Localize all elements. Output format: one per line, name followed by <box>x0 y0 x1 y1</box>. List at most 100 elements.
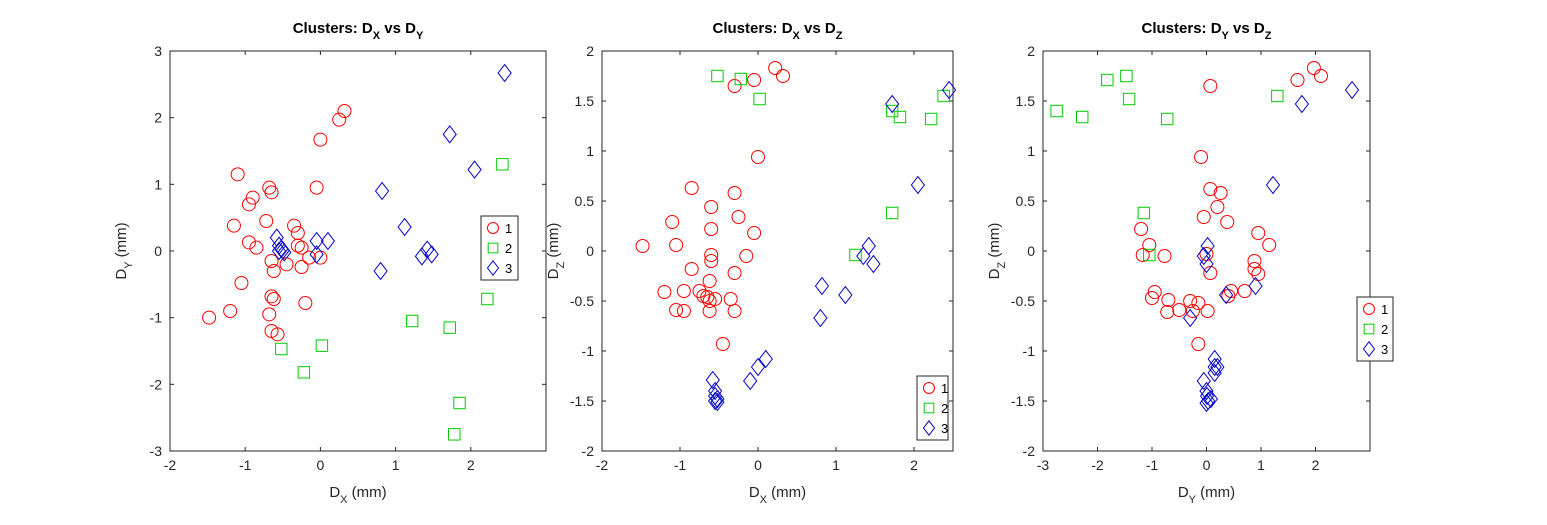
y-tick-label: -1.5 <box>1011 393 1035 409</box>
data-point-series-1 <box>202 310 217 325</box>
data-point-series-1 <box>1160 305 1175 319</box>
legend-box <box>916 375 949 441</box>
y-tick-label: -1 <box>150 310 163 326</box>
data-point-series-1 <box>684 262 699 276</box>
data-point-series-2 <box>315 339 329 352</box>
data-point-series-1 <box>1194 150 1209 164</box>
data-point-series-1 <box>1142 238 1157 252</box>
y-tick-label: -0.5 <box>1011 293 1035 309</box>
data-point-series-1 <box>332 112 347 127</box>
series-3 <box>1183 80 1360 413</box>
x-tick-label: -1 <box>239 457 252 473</box>
data-point-series-3 <box>1199 386 1215 406</box>
series-2 <box>711 69 950 262</box>
y-tick-label: -1 <box>1023 343 1036 359</box>
data-point-series-2 <box>1122 92 1136 106</box>
data-point-series-3 <box>705 370 720 390</box>
y-tick-label: 0 <box>586 243 594 259</box>
x-tick-label: 1 <box>1257 457 1265 473</box>
data-point-series-1 <box>1147 285 1162 299</box>
data-point-series-1 <box>1306 61 1321 75</box>
data-point-series-2 <box>893 110 907 124</box>
data-point-series-1 <box>309 180 324 195</box>
data-point-series-3 <box>838 285 853 305</box>
data-point-series-1 <box>313 132 328 147</box>
data-point-series-1 <box>702 274 717 288</box>
data-point-series-1 <box>266 292 281 306</box>
data-point-series-1 <box>294 260 309 274</box>
data-point-series-3 <box>856 246 871 266</box>
data-point-series-3 <box>467 160 482 179</box>
legend-box <box>480 215 519 281</box>
data-point-series-1 <box>739 249 754 263</box>
series-2 <box>1050 69 1284 262</box>
data-point-series-3 <box>320 231 336 251</box>
data-point-series-1 <box>1191 296 1206 310</box>
legend-label-3: 3 <box>505 261 512 276</box>
y-tick-label: 2 <box>1027 43 1035 59</box>
data-point-series-3 <box>710 389 725 409</box>
y-tick-label: 1.5 <box>1016 93 1036 109</box>
data-point-series-1 <box>669 303 684 317</box>
data-point-series-3 <box>710 392 725 412</box>
data-point-series-2 <box>496 158 509 171</box>
data-point-series-3 <box>424 245 439 264</box>
legend-label-1: 1 <box>505 221 512 236</box>
data-point-series-1 <box>298 296 313 310</box>
data-point-series-2 <box>453 396 466 410</box>
data-point-series-2 <box>1271 89 1284 103</box>
x-tick-label: 0 <box>1203 457 1211 473</box>
data-point-series-2 <box>481 292 494 306</box>
x-tick-label: -2 <box>164 457 177 473</box>
legend-marker-2 <box>923 402 935 414</box>
data-point-series-2 <box>1120 69 1133 83</box>
data-point-series-1 <box>704 254 719 268</box>
y-tick-label: 0 <box>1027 243 1035 259</box>
data-point-series-2 <box>849 248 862 262</box>
data-point-series-3 <box>373 261 388 281</box>
data-point-series-1 <box>731 210 746 224</box>
data-point-series-3 <box>1203 389 1218 409</box>
data-point-series-3 <box>758 349 773 369</box>
data-point-series-2 <box>937 89 950 103</box>
data-point-series-1 <box>751 150 765 164</box>
data-point-series-2 <box>275 342 288 356</box>
data-point-series-1 <box>727 304 742 318</box>
data-point-series-1 <box>704 222 719 236</box>
data-point-series-1 <box>337 104 352 118</box>
data-point-series-1 <box>264 185 279 200</box>
data-point-series-2 <box>1143 248 1156 262</box>
x-axis-label: DX (mm) <box>329 484 386 506</box>
data-point-series-1 <box>1251 226 1266 240</box>
x-tick-label: -2 <box>1091 457 1104 473</box>
data-point-series-3 <box>1207 349 1222 369</box>
y-tick-label: 1 <box>586 143 594 159</box>
x-tick-label: 0 <box>754 457 762 473</box>
data-point-series-1 <box>241 197 256 212</box>
y-tick-label: -1.5 <box>570 393 594 409</box>
data-point-series-1 <box>676 304 691 318</box>
legend-marker-3 <box>922 420 936 436</box>
data-point-series-1 <box>1313 69 1328 83</box>
data-point-series-2 <box>711 69 724 83</box>
data-point-series-1 <box>1191 337 1206 351</box>
data-point-series-1 <box>241 235 256 250</box>
data-point-series-3 <box>814 276 830 296</box>
y-tick-label: 0 <box>154 243 162 259</box>
data-point-series-3 <box>813 308 828 328</box>
data-point-series-3 <box>374 181 390 201</box>
data-point-series-1 <box>669 238 684 252</box>
data-point-series-3 <box>1196 246 1211 266</box>
y-tick-label: -2 <box>1023 443 1036 459</box>
data-point-series-3 <box>941 80 957 100</box>
data-point-series-3 <box>1196 371 1211 391</box>
data-point-series-3 <box>1248 276 1263 296</box>
y-axis-label: DZ (mm) <box>545 223 567 280</box>
data-point-series-1 <box>727 79 742 93</box>
data-point-series-1 <box>223 304 238 318</box>
x-tick-label: 1 <box>832 457 840 473</box>
data-point-series-1 <box>1196 210 1211 224</box>
data-point-series-1 <box>1135 248 1150 262</box>
data-point-series-2 <box>1050 104 1063 118</box>
legend-marker-2 <box>1363 323 1375 335</box>
